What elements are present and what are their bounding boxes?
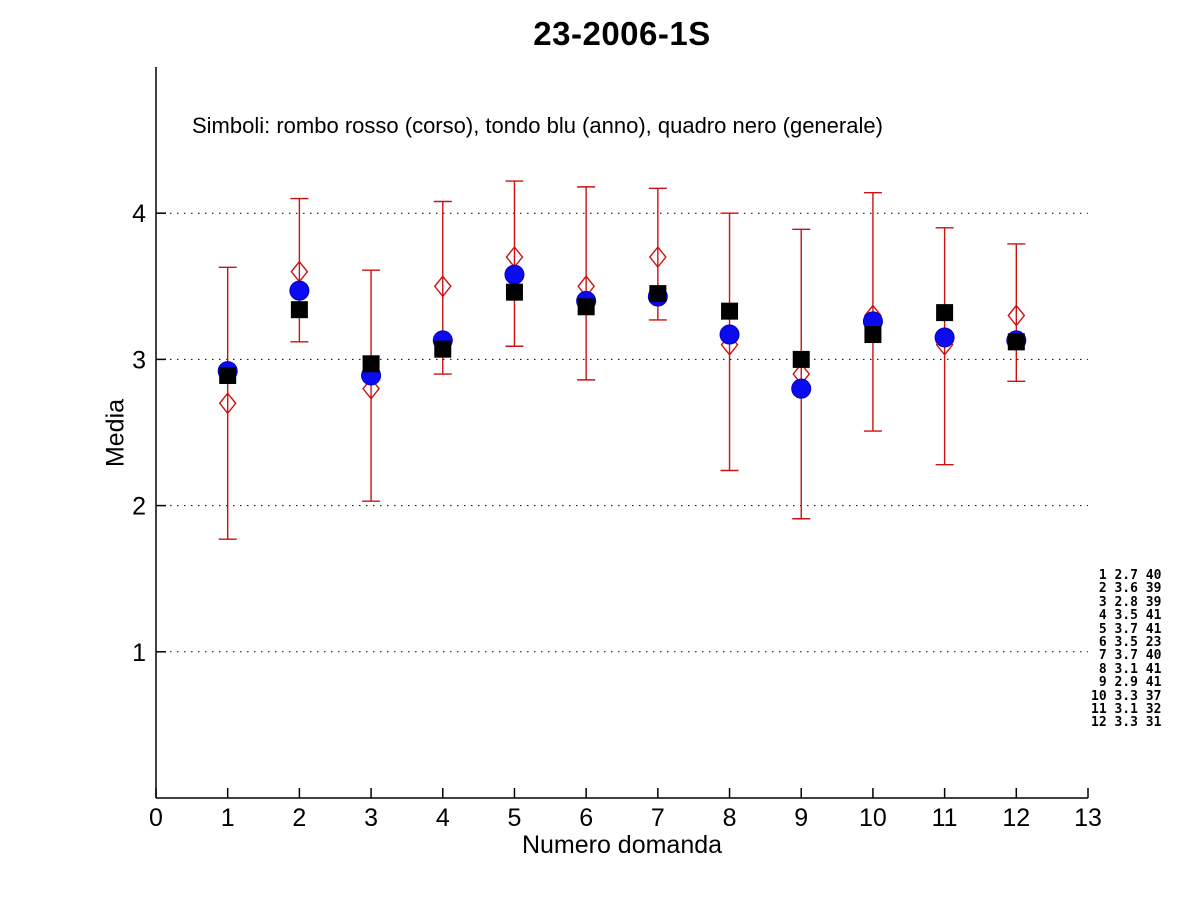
stats-table-row: 9 2.9 41 (1091, 675, 1162, 691)
y-tick-label: 4 (132, 200, 146, 228)
stats-table-row: 3 2.8 39 (1091, 594, 1162, 610)
stats-table-row: 5 3.7 41 (1091, 621, 1162, 637)
x-tick-label: 7 (651, 804, 665, 832)
x-tick-label: 6 (579, 804, 593, 832)
x-tick-label: 10 (859, 804, 887, 832)
anno-circle-marker (719, 324, 740, 345)
generale-square-marker (649, 285, 667, 303)
corso-diamond-marker (648, 245, 667, 269)
generale-square-marker (362, 355, 380, 373)
generale-square-marker (792, 350, 810, 368)
corso-diamond-marker (218, 392, 237, 415)
x-tick-label: 2 (292, 804, 306, 832)
generale-square-marker (219, 366, 237, 384)
stats-table-row: 1 2.7 40 (1091, 568, 1162, 583)
corso-diamond-marker (433, 275, 452, 298)
x-tick-label: 0 (149, 804, 163, 832)
generale-square-marker (290, 301, 308, 319)
stats-table-row: 4 3.5 41 (1091, 608, 1162, 624)
x-tick-label: 1 (221, 804, 235, 832)
stats-table-row: 8 3.1 41 (1091, 661, 1162, 677)
corso-diamond-marker (1007, 304, 1026, 327)
chart-title: 23-2006-1S (533, 15, 711, 52)
anno-circle-marker (934, 327, 955, 348)
stats-table-row: 7 3.7 40 (1091, 648, 1162, 664)
x-tick-label: 8 (723, 804, 737, 832)
anno-circle-marker (289, 280, 310, 301)
legend-note: Simboli: rombo rosso (corso), tondo blu … (192, 113, 883, 138)
generale-square-marker (505, 283, 523, 301)
stats-table-row: 6 3.5 23 (1091, 635, 1162, 651)
x-tick-label: 4 (436, 804, 450, 832)
x-tick-label: 9 (794, 804, 808, 832)
generale-square-marker (1007, 333, 1025, 351)
stats-table-row: 2 3.6 39 (1091, 581, 1162, 597)
generale-square-marker (577, 298, 595, 316)
generale-square-marker (434, 340, 452, 358)
generale-square-marker (936, 304, 954, 322)
corso-diamond-marker (362, 377, 380, 400)
x-tick-label: 3 (364, 804, 378, 832)
y-tick-label: 1 (132, 639, 146, 667)
per-question-stats-table: 1 2.7 40 2 3.6 39 3 2.8 39 4 3.5 41 5 3.… (1091, 569, 1161, 730)
generale-square-marker (864, 326, 882, 344)
x-tick-label: 13 (1074, 804, 1102, 832)
y-tick-label: 2 (132, 493, 146, 521)
anno-circle-marker (791, 378, 812, 399)
stats-table-row: 11 3.1 32 (1091, 702, 1162, 718)
x-tick-label: 5 (508, 804, 522, 832)
x-tick-label: 11 (932, 804, 958, 832)
generale-square-marker (721, 302, 739, 320)
y-tick-label: 3 (132, 346, 146, 374)
stats-table-row: 12 3.3 31 (1091, 715, 1162, 731)
anno-circle-marker (504, 264, 525, 285)
stats-table-row: 10 3.3 37 (1091, 688, 1162, 704)
x-tick-label: 12 (1002, 804, 1030, 832)
x-axis-label: Numero domanda (521, 831, 723, 859)
